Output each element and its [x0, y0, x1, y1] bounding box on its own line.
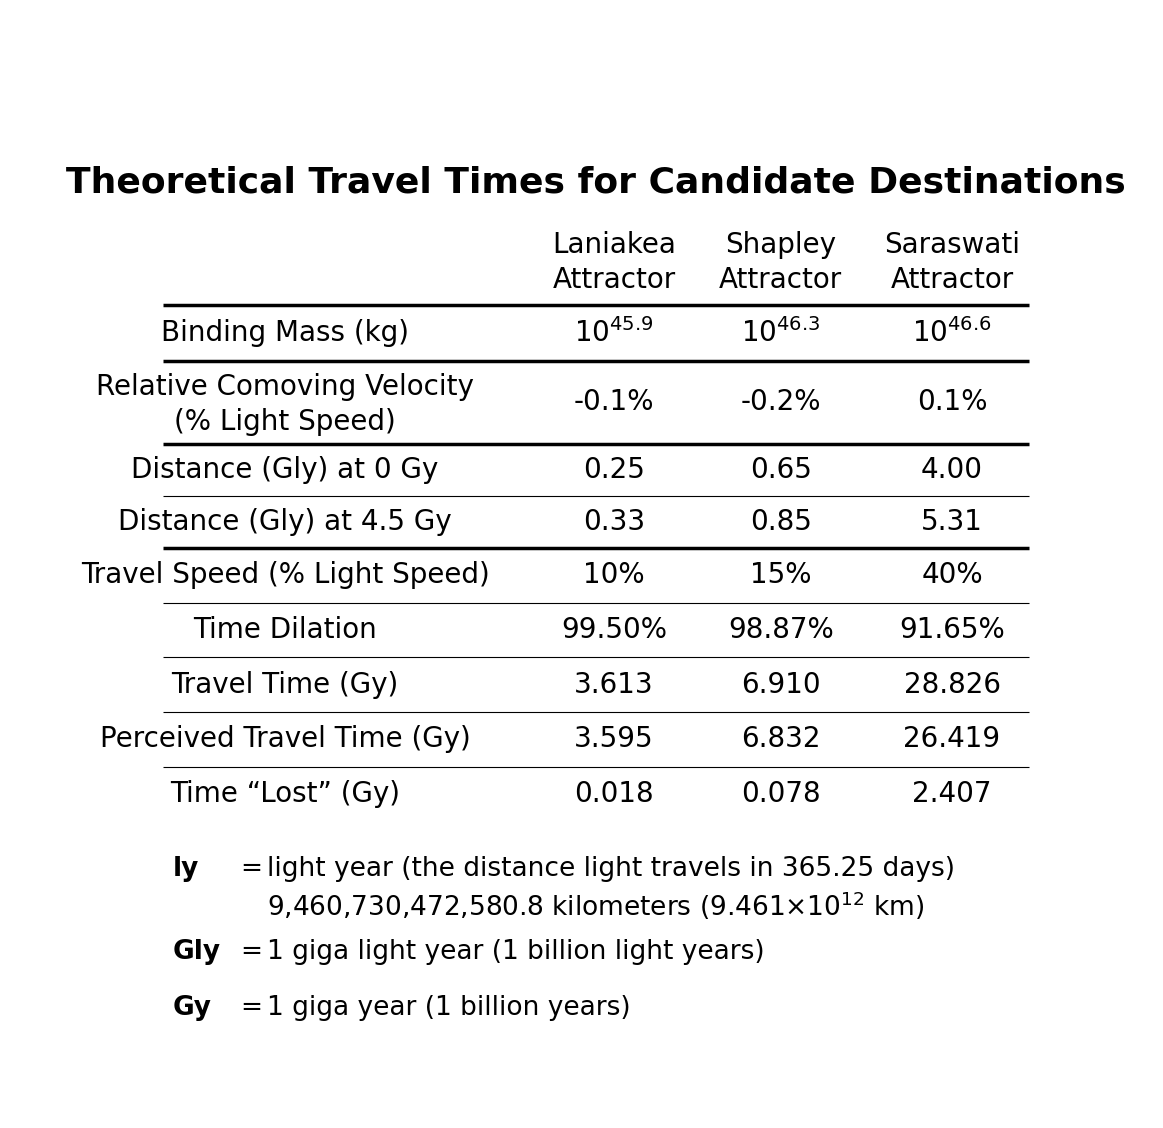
Text: 0.33: 0.33 [583, 508, 645, 536]
Text: Shapley: Shapley [726, 231, 836, 259]
Text: 2.407: 2.407 [912, 781, 992, 808]
Text: Distance (Gly) at 4.5 Gy: Distance (Gly) at 4.5 Gy [119, 508, 452, 536]
Text: 91.65%: 91.65% [899, 616, 1005, 644]
Text: 0.25: 0.25 [583, 456, 645, 484]
Text: 6.832: 6.832 [741, 725, 821, 754]
Text: =: = [240, 938, 262, 964]
Text: 0.1%: 0.1% [916, 388, 987, 416]
Text: 1 giga year (1 billion years): 1 giga year (1 billion years) [267, 995, 630, 1021]
Text: $10^{45.9}$: $10^{45.9}$ [575, 318, 654, 347]
Text: Theoretical Travel Times for Candidate Destinations: Theoretical Travel Times for Candidate D… [66, 166, 1126, 200]
Text: 6.910: 6.910 [741, 671, 821, 698]
Text: Laniakea: Laniakea [552, 231, 676, 259]
Text: Attractor: Attractor [719, 266, 842, 293]
Text: Binding Mass (kg): Binding Mass (kg) [162, 319, 409, 347]
Text: 3.595: 3.595 [575, 725, 654, 754]
Text: $10^{46.3}$: $10^{46.3}$ [741, 318, 820, 347]
Text: 0.85: 0.85 [750, 508, 812, 536]
Text: 3.613: 3.613 [575, 671, 654, 698]
Text: 15%: 15% [750, 562, 812, 589]
Text: Travel Time (Gy): Travel Time (Gy) [171, 671, 399, 698]
Text: Travel Speed (% Light Speed): Travel Speed (% Light Speed) [80, 562, 490, 589]
Text: light year (the distance light travels in 365.25 days): light year (the distance light travels i… [267, 856, 955, 882]
Text: Relative Comoving Velocity: Relative Comoving Velocity [97, 373, 475, 400]
Text: 0.65: 0.65 [750, 456, 812, 484]
Text: 0.078: 0.078 [741, 781, 821, 808]
Text: Time “Lost” (Gy): Time “Lost” (Gy) [170, 781, 400, 808]
Text: 10%: 10% [584, 562, 644, 589]
Text: 5.31: 5.31 [921, 508, 983, 536]
Text: 99.50%: 99.50% [561, 616, 668, 644]
Text: ly: ly [172, 856, 199, 882]
Text: 40%: 40% [921, 562, 983, 589]
Text: Attractor: Attractor [552, 266, 676, 293]
Text: $10^{46.6}$: $10^{46.6}$ [912, 318, 992, 347]
Text: =: = [240, 856, 262, 882]
Text: 0.018: 0.018 [575, 781, 654, 808]
Text: 9,460,730,472,580.8 kilometers (9.461×10$^{12}$ km): 9,460,730,472,580.8 kilometers (9.461×10… [267, 889, 925, 922]
Text: Gly: Gly [172, 938, 221, 964]
Text: 26.419: 26.419 [904, 725, 1000, 754]
Text: Distance (Gly) at 0 Gy: Distance (Gly) at 0 Gy [131, 456, 438, 484]
Text: Saraswati: Saraswati [884, 231, 1020, 259]
Text: 28.826: 28.826 [904, 671, 1000, 698]
Text: 98.87%: 98.87% [728, 616, 834, 644]
Text: -0.1%: -0.1% [573, 388, 655, 416]
Text: Perceived Travel Time (Gy): Perceived Travel Time (Gy) [100, 725, 471, 754]
Text: =: = [240, 995, 262, 1021]
Text: Attractor: Attractor [891, 266, 1014, 293]
Text: (% Light Speed): (% Light Speed) [174, 407, 395, 435]
Text: 4.00: 4.00 [921, 456, 983, 484]
Text: Gy: Gy [172, 995, 212, 1021]
Text: 1 giga light year (1 billion light years): 1 giga light year (1 billion light years… [267, 938, 765, 964]
Text: -0.2%: -0.2% [741, 388, 821, 416]
Text: Time Dilation: Time Dilation [193, 616, 377, 644]
